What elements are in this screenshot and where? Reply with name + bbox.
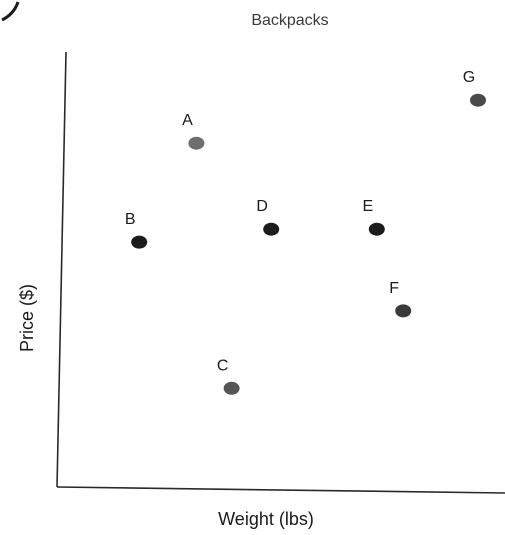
data-points: A B C D E F G xyxy=(125,69,486,395)
y-axis xyxy=(56,51,67,488)
point-label-g: G xyxy=(463,69,475,86)
x-axis xyxy=(56,486,505,494)
point-f xyxy=(395,304,412,318)
point-label-b: B xyxy=(125,211,136,228)
corner-mark-icon xyxy=(1,1,20,22)
point-g xyxy=(470,93,486,107)
point-label-d: D xyxy=(256,198,268,215)
point-e xyxy=(368,222,385,236)
chart-title: Backpacks xyxy=(251,12,328,29)
point-label-a: A xyxy=(182,112,193,129)
y-axis-label: Price ($) xyxy=(17,284,37,352)
point-c xyxy=(223,381,240,395)
point-label-c: C xyxy=(217,357,229,374)
point-d xyxy=(263,222,280,236)
point-label-f: F xyxy=(389,280,399,297)
x-axis-label: Weight (lbs) xyxy=(218,509,314,529)
point-b xyxy=(131,235,148,249)
point-a xyxy=(188,136,205,150)
point-label-e: E xyxy=(362,198,373,215)
